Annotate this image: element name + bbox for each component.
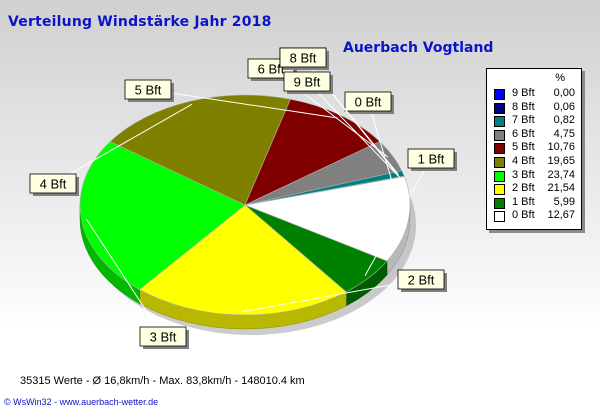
legend-item: 9 Bft 0,00 — [487, 87, 581, 100]
footer-credit: © WsWin32 - www.auerbach-wetter.de — [4, 397, 159, 407]
pie-slice — [138, 204, 347, 316]
callout-label: 5 Bft — [135, 83, 162, 98]
callout-label: 1 Bft — [418, 152, 445, 167]
legend-swatch — [494, 170, 505, 182]
callout-label: 2 Bft — [408, 273, 435, 288]
callout-box — [139, 326, 187, 347]
pie-slice — [244, 175, 405, 206]
callout-line — [306, 81, 400, 178]
legend-value: 0,00 — [553, 87, 575, 99]
legend-value: 4,75 — [553, 127, 575, 140]
legend-swatch — [494, 143, 505, 155]
legend-item: 3 Bft 23,74 — [487, 169, 581, 182]
callout-box — [279, 47, 327, 68]
legend-item: 4 Bft 19,65 — [487, 155, 581, 168]
legend-swatch — [494, 116, 505, 128]
legend-swatch — [494, 157, 505, 168]
callout-label: 0 Bft — [355, 95, 382, 110]
legend-label: 8 Bft — [512, 100, 535, 113]
legend-swatch — [494, 184, 505, 196]
legend-swatch — [494, 211, 505, 223]
legend-label: 3 Bft — [512, 168, 535, 181]
callout-label: 3 Bft — [150, 330, 177, 345]
legend-label: 5 Bft — [512, 141, 535, 154]
callout-line — [242, 279, 422, 313]
callout-box — [283, 71, 331, 92]
legend-value: 23,74 — [547, 168, 575, 181]
legend-label: 0 Bft — [512, 209, 535, 222]
legend-label: 7 Bft — [512, 114, 535, 127]
legend-header: % — [555, 72, 565, 84]
callout-box — [29, 173, 77, 194]
callout-label: 6 Bft — [258, 62, 285, 77]
legend-item: 6 Bft 4,75 — [487, 128, 581, 141]
legend-swatch — [494, 197, 505, 209]
legend-value: 0,82 — [553, 114, 575, 127]
legend-item: 8 Bft 0,06 — [487, 101, 581, 114]
legend-label: 4 Bft — [512, 155, 535, 167]
legend-item: 2 Bft 21,54 — [487, 182, 581, 196]
pie-slice — [79, 141, 246, 290]
legend-label: 2 Bft — [512, 182, 535, 195]
legend-item: 7 Bft 0,82 — [487, 114, 581, 128]
chart-title: Verteilung Windstärke Jahr 2018 — [8, 14, 272, 30]
callout-box — [397, 269, 445, 290]
legend-label: 9 Bft — [512, 87, 535, 99]
callout-box — [124, 79, 172, 100]
callout-box — [407, 148, 455, 169]
legend-value: 12,67 — [547, 209, 575, 222]
callout-line — [85, 218, 164, 337]
callout-line — [147, 89, 338, 119]
legend-item: 1 Bft 5,99 — [487, 196, 581, 209]
legend-label: 1 Bft — [512, 195, 535, 208]
callout-label: 4 Bft — [40, 177, 67, 192]
pie-sides — [79, 204, 411, 330]
legend-value: 0,06 — [553, 100, 575, 113]
legend: % 9 Bft 0,00 8 Bft 0,06 7 Bft 0,82 6 Bft 4,75 5 … — [486, 68, 582, 230]
legend-value: 5,99 — [553, 195, 575, 208]
legend-label: 6 Bft — [512, 127, 535, 140]
callout-label: 9 Bft — [294, 75, 321, 90]
callout-line — [52, 103, 193, 184]
chart-location: Auerbach Vogtland — [343, 40, 494, 56]
legend-swatch — [494, 102, 505, 114]
legend-swatch — [494, 89, 505, 100]
legend-value: 10,76 — [547, 141, 575, 154]
legend-item: 0 Bft 12,67 — [487, 209, 581, 223]
callout-label: 8 Bft — [290, 51, 317, 66]
pie-slice — [109, 94, 291, 206]
callout-line — [364, 158, 432, 276]
footer-stats: 35315 Werte - Ø 16,8km/h - Max. 83,8km/h… — [20, 375, 305, 387]
legend-value: 19,65 — [547, 155, 575, 167]
legend-value: 21,54 — [547, 182, 575, 195]
callout-box — [344, 91, 392, 112]
legend-item: 5 Bft 10,76 — [487, 141, 581, 155]
legend-swatch — [494, 129, 505, 141]
